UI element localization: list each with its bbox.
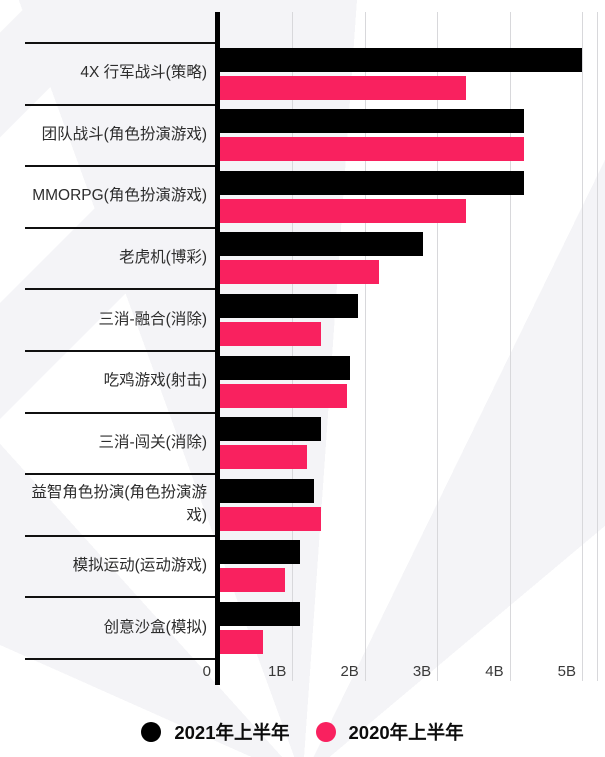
row-separator	[25, 288, 215, 291]
x-tick-1b: 1B	[268, 663, 287, 680]
category-label: 益智角色扮演(角色扮演游戏)	[31, 483, 207, 524]
category-label: 创意沙盒(模拟)	[103, 618, 207, 636]
row-separator	[25, 103, 215, 106]
gridline-3b	[437, 12, 439, 681]
bar-2021	[220, 355, 350, 380]
bar-2020	[220, 506, 321, 531]
bar-2020	[220, 137, 524, 162]
category-label: MMORPG(角色扮演游戏)	[32, 187, 207, 205]
bar-2021	[220, 47, 582, 72]
row-separator	[25, 165, 215, 168]
bar-2021	[220, 232, 423, 257]
row-separator	[25, 658, 215, 660]
row-separator	[25, 534, 215, 537]
bar-2020	[220, 445, 307, 470]
category-label: 吃鸡游戏(射击)	[103, 372, 207, 390]
category-label: 三消-闯关(消除)	[98, 433, 208, 451]
legend: 2021年上半年 2020年上半年	[0, 719, 605, 745]
x-tick-0: 0	[202, 663, 211, 680]
row-separator	[25, 596, 215, 599]
bar-2021	[220, 478, 314, 503]
category-label: 模拟运动(运动游戏)	[72, 556, 207, 574]
row-separator	[25, 473, 215, 476]
category-label: 三消-融合(消除)	[98, 310, 208, 328]
bar-2021	[220, 293, 358, 318]
gridline-2b	[364, 12, 366, 681]
bar-2021	[220, 601, 300, 626]
bar-2020	[220, 198, 466, 223]
row-separator	[25, 350, 215, 352]
legend-label-2021: 2021年上半年	[174, 722, 290, 743]
bar-2021	[220, 170, 524, 195]
plot-right-border	[597, 12, 598, 681]
x-tick-3b: 3B	[412, 663, 432, 680]
row-separator	[25, 42, 215, 44]
legend-item-2021: 2021年上半年	[141, 719, 290, 745]
y-axis-line	[215, 12, 220, 685]
x-tick-5b: 5B	[557, 663, 576, 680]
legend-item-2020: 2020年上半年	[315, 719, 464, 745]
gridline-5b	[582, 12, 583, 681]
bar-2020	[220, 568, 285, 593]
bar-2020	[220, 260, 379, 285]
category-label: 4X 行军战斗(策略)	[80, 64, 207, 82]
category-label: 老虎机(博彩)	[119, 248, 207, 266]
bar-2021	[220, 109, 524, 134]
bar-2021	[220, 417, 321, 442]
row-separator	[25, 411, 215, 414]
bar-2020	[220, 629, 263, 654]
gridline-1b	[292, 12, 294, 681]
gridline-4b	[509, 12, 511, 681]
row-separator	[25, 226, 215, 229]
bar-2020	[220, 75, 466, 100]
bar-2021	[220, 540, 300, 565]
bar-2020	[220, 321, 321, 346]
bar-2020	[220, 383, 347, 408]
x-tick-4b: 4B	[485, 663, 504, 680]
legend-dot-pink-circle-icon	[315, 722, 336, 742]
legend-label-2020: 2020年上半年	[348, 722, 464, 743]
x-tick-2b: 2B	[340, 663, 359, 680]
category-label: 团队战斗(角色扮演游戏)	[41, 125, 207, 143]
legend-dot-black-circle-icon	[141, 722, 162, 742]
